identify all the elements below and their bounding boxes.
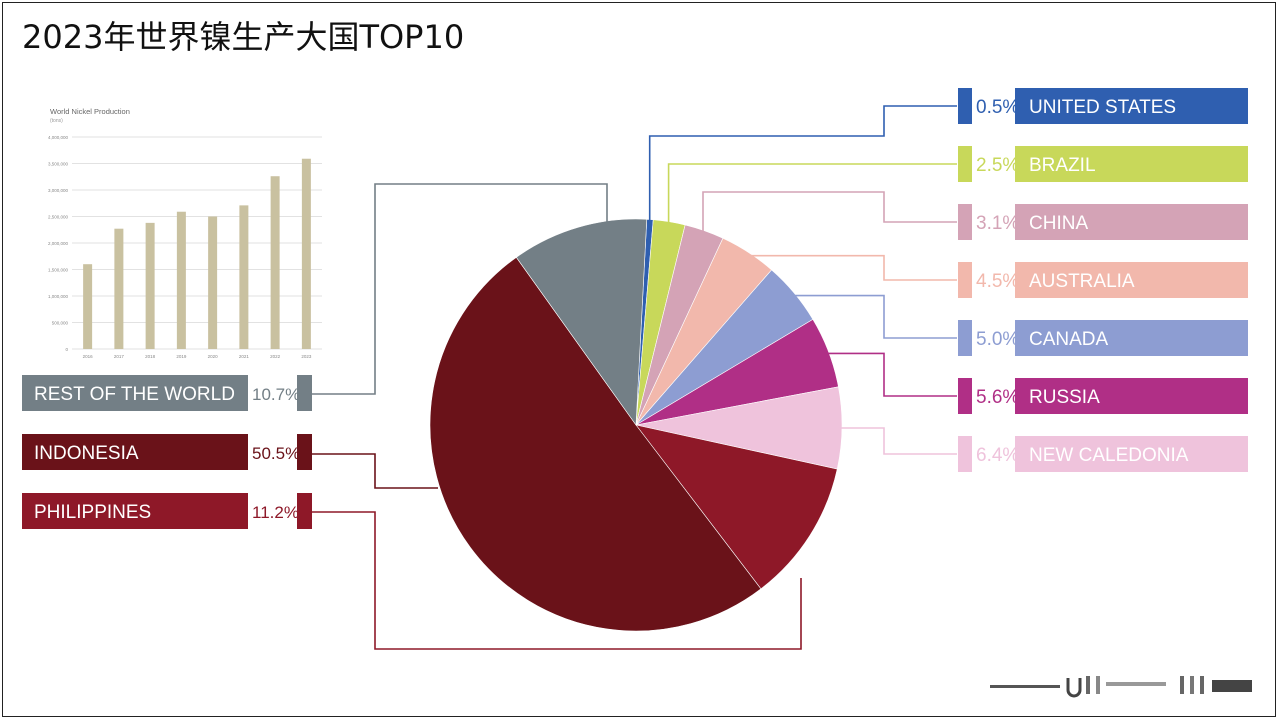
page-title: 2023年世界镍生产大国TOP10 <box>22 18 465 56</box>
slice-label-united-states: UNITED STATES <box>1029 97 1176 118</box>
inset-xtick-label: 2021 <box>239 354 250 359</box>
leader-line-australia <box>746 254 957 281</box>
slice-label-rest-of-the-world: REST OF THE WORLD <box>34 384 235 405</box>
inset-subtitle: (tons) <box>50 118 63 124</box>
leader-line-canada <box>791 294 957 339</box>
inset-bar-2018 <box>145 222 155 349</box>
inset-ytick-label: 1,500,000 <box>48 268 69 273</box>
label-tab-china <box>958 204 972 240</box>
leader-line-united-states <box>648 105 957 224</box>
pct-label-australia: 4.5% <box>976 271 1019 292</box>
label-tab-indonesia <box>297 434 312 470</box>
pie-slice-indonesia <box>429 256 762 632</box>
pct-label-china: 3.1% <box>976 213 1019 234</box>
leader-line-brazil <box>667 163 957 226</box>
leader-line-new-caledonia <box>838 427 957 455</box>
inset-xtick-label: 2019 <box>176 354 187 359</box>
inset-title: World Nickel Production <box>50 107 130 116</box>
inset-ytick-label: 3,000,000 <box>48 188 69 193</box>
leader-line-china <box>702 191 957 235</box>
leader-line-rest-of-the-world <box>312 183 608 395</box>
inset-xtick-label: 2016 <box>83 354 94 359</box>
pct-label-indonesia: 50.5% <box>252 444 300 463</box>
label-box-brazil <box>1015 146 1248 182</box>
inset-bar-2016 <box>83 264 93 349</box>
inset-bar-2021 <box>239 205 249 349</box>
slice-label-australia: AUSTRALIA <box>1029 271 1135 292</box>
label-tab-united-states <box>958 88 972 124</box>
pct-label-brazil: 2.5% <box>976 155 1019 176</box>
inset-bar-chart: World Nickel Production (tons) 0 500,000 1,0… <box>48 107 322 359</box>
leader-line-russia <box>824 352 957 397</box>
label-box-philippines <box>22 493 248 529</box>
inset-bar-2022 <box>270 176 280 349</box>
inset-xtick-label: 2023 <box>301 354 312 359</box>
inset-xtick-label: 2017 <box>114 354 125 359</box>
slice-label-china: CHINA <box>1029 213 1088 234</box>
label-box-australia <box>1015 262 1248 298</box>
inset-ytick-label: 500,000 <box>52 321 69 326</box>
pct-label-canada: 5.0% <box>976 329 1019 350</box>
inset-ytick-label: 0 <box>65 347 68 352</box>
inset-bar-2020 <box>208 216 218 349</box>
pct-label-rest-of-the-world: 10.7% <box>252 385 300 404</box>
inset-ytick-label: 4,000,000 <box>48 135 69 140</box>
inset-ytick-label: 1,000,000 <box>48 294 69 299</box>
inset-ytick-label: 2,500,000 <box>48 215 69 220</box>
pct-label-united-states: 0.5% <box>976 97 1019 118</box>
slice-label-russia: RUSSIA <box>1029 387 1100 408</box>
inset-ytick-label: 3,500,000 <box>48 162 69 167</box>
label-tab-new-caledonia <box>958 436 972 472</box>
watermark-icon <box>990 676 1252 698</box>
inset-xtick-label: 2018 <box>145 354 156 359</box>
inset-xtick-label: 2020 <box>208 354 219 359</box>
inset-bar-2017 <box>114 228 124 349</box>
pie-slice-philippines <box>635 424 838 590</box>
slice-label-canada: CANADA <box>1029 329 1109 350</box>
slice-label-philippines: PHILIPPINES <box>34 502 151 523</box>
pct-label-new-caledonia: 6.4% <box>976 445 1019 466</box>
pie-slice-rest-of-the-world <box>515 218 648 426</box>
slice-label-indonesia: INDONESIA <box>34 443 139 464</box>
inset-ytick-label: 2,000,000 <box>48 241 69 246</box>
label-tab-canada <box>958 320 972 356</box>
slice-label-new-caledonia: NEW CALEDONIA <box>1029 445 1189 466</box>
leader-line-philippines <box>312 511 802 650</box>
label-tab-australia <box>958 262 972 298</box>
slice-label-brazil: BRAZIL <box>1029 155 1096 176</box>
inset-bar-2019 <box>176 211 186 349</box>
label-box-russia <box>1015 378 1248 414</box>
label-box-rest-of-the-world <box>22 375 248 411</box>
inset-bar-2023 <box>301 158 311 349</box>
label-box-china <box>1015 204 1248 240</box>
label-tab-philippines <box>297 493 312 529</box>
label-box-indonesia <box>22 434 248 470</box>
label-tab-russia <box>958 378 972 414</box>
label-tab-brazil <box>958 146 972 182</box>
label-box-united-states <box>1015 88 1248 124</box>
inset-xtick-label: 2022 <box>270 354 281 359</box>
label-tab-rest-of-the-world <box>297 375 312 411</box>
label-box-new-caledonia <box>1015 436 1248 472</box>
pct-label-philippines: 11.2% <box>252 503 299 522</box>
leader-line-indonesia <box>312 453 438 489</box>
pct-label-russia: 5.6% <box>976 387 1019 408</box>
label-box-canada <box>1015 320 1248 356</box>
